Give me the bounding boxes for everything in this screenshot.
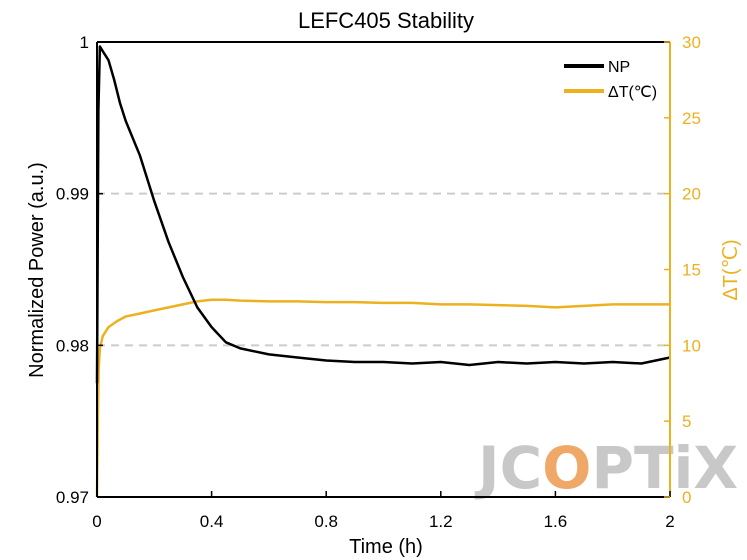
right-y-tick-label: 25 bbox=[682, 109, 701, 128]
right-y-tick-label: 5 bbox=[682, 412, 691, 431]
series-line-np bbox=[95, 45, 671, 384]
chart-title: LEFC405 Stability bbox=[298, 8, 474, 33]
left-y-tick-label: 0.98 bbox=[56, 336, 89, 355]
left-y-tick-label: 0.99 bbox=[56, 185, 89, 204]
x-tick-label: 1.2 bbox=[429, 512, 453, 531]
x-tick-label: 0 bbox=[92, 512, 101, 531]
watermark-logo: JCOPTiX bbox=[474, 434, 738, 502]
legend-label-np: NP bbox=[608, 59, 630, 76]
grid-lines bbox=[97, 192, 670, 347]
legend: NP ΔT(℃) bbox=[564, 59, 657, 101]
legend-label-dt: ΔT(℃) bbox=[608, 84, 657, 101]
x-tick-label: 2 bbox=[665, 512, 674, 531]
right-y-axis-title: ΔT(℃) bbox=[720, 239, 742, 300]
series-layer bbox=[95, 45, 671, 498]
right-y-tick-label: 10 bbox=[682, 336, 701, 355]
left-y-tick-label: 1 bbox=[80, 33, 89, 52]
x-axis-title: Time (h) bbox=[349, 536, 423, 558]
x-tick-label: 0.4 bbox=[200, 512, 224, 531]
x-tick-label: 0.8 bbox=[314, 512, 338, 531]
right-y-tick-label: 20 bbox=[682, 185, 701, 204]
right-y-tick-label: 15 bbox=[682, 261, 701, 280]
x-tick-label: 1.6 bbox=[544, 512, 568, 531]
left-y-axis-title: Normalized Power (a.u.) bbox=[26, 162, 48, 378]
left-y-tick-label: 0.97 bbox=[56, 488, 89, 507]
right-y-tick-label: 30 bbox=[682, 33, 701, 52]
right-y-tick-label: 0 bbox=[682, 488, 691, 507]
series-line-dt bbox=[95, 298, 670, 498]
